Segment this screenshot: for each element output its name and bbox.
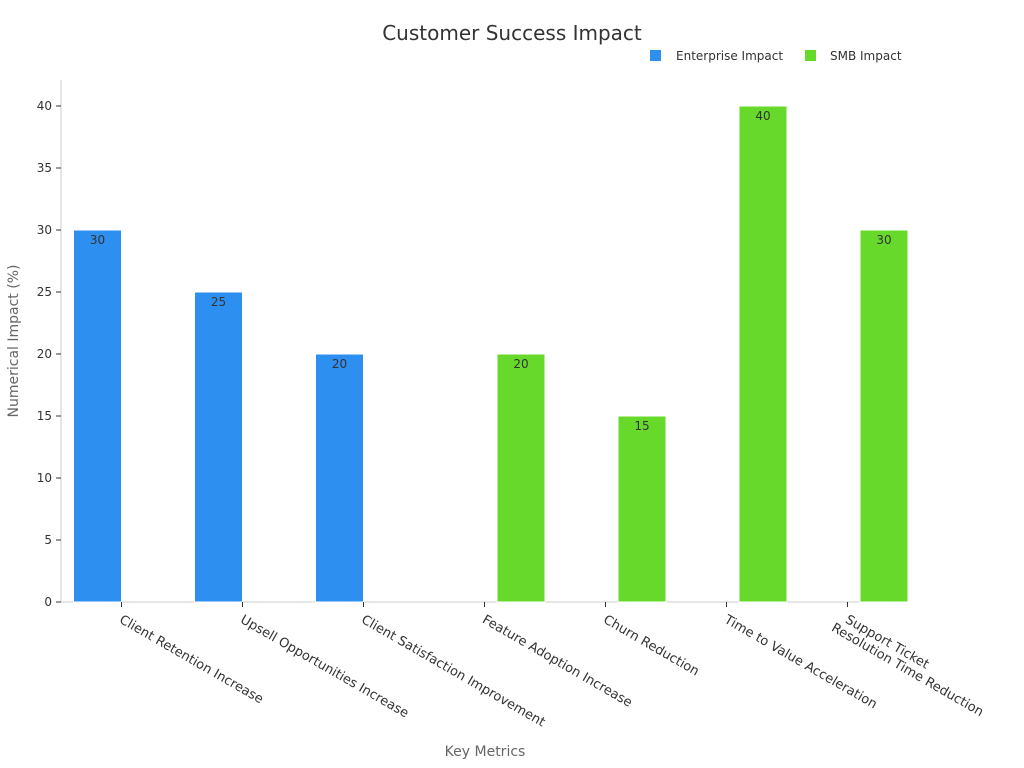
y-tick-label: 35 xyxy=(37,161,52,175)
bar-data-label: 20 xyxy=(513,357,528,371)
x-axis-title: Key Metrics xyxy=(445,744,526,760)
legend-swatch-smb xyxy=(805,50,816,61)
bar-smb xyxy=(496,353,546,603)
y-tick-label: 0 xyxy=(44,595,52,609)
bar-data-label: 25 xyxy=(211,295,226,309)
y-tick-label: 15 xyxy=(37,409,52,423)
chart-title: Customer Success Impact xyxy=(382,21,642,45)
y-axis-title: Numerical Impact (%) xyxy=(6,265,22,418)
bar-smb xyxy=(738,105,788,603)
bar-data-label: 40 xyxy=(755,109,770,123)
bar-enterprise xyxy=(315,353,364,603)
y-tick-label: 10 xyxy=(37,471,52,485)
legend: Enterprise Impact SMB Impact xyxy=(650,49,902,63)
x-tick-label: Support TicketResolution Time Reduction xyxy=(829,608,993,720)
legend-label-enterprise: Enterprise Impact xyxy=(676,49,783,63)
bar-enterprise xyxy=(194,291,243,603)
y-tick-label: 5 xyxy=(44,533,52,547)
bar-data-label: 30 xyxy=(876,233,891,247)
bar-enterprise xyxy=(73,229,122,603)
y-tick-label: 25 xyxy=(37,285,52,299)
legend-swatch-enterprise xyxy=(650,50,661,61)
bar-data-label: 30 xyxy=(90,233,105,247)
bar-data-label: 20 xyxy=(332,357,347,371)
bar-smb xyxy=(859,229,909,603)
bar-smb xyxy=(617,415,667,603)
y-tick-label: 40 xyxy=(37,99,52,113)
bar-data-label: 15 xyxy=(634,419,649,433)
y-tick-label: 20 xyxy=(37,347,52,361)
legend-label-smb: SMB Impact xyxy=(830,49,902,63)
x-tick-label: Churn Reduction xyxy=(601,612,702,679)
y-tick-label: 30 xyxy=(37,223,52,237)
